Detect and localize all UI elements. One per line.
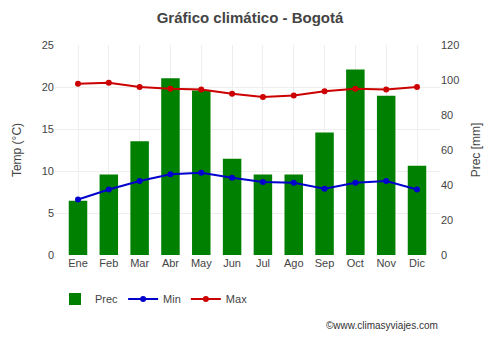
svg-text:Oct: Oct: [347, 257, 364, 269]
svg-text:Ago: Ago: [284, 257, 304, 269]
svg-text:Sep: Sep: [315, 257, 335, 269]
svg-text:Ene: Ene: [68, 257, 88, 269]
svg-text:Jul: Jul: [256, 257, 270, 269]
svg-text:20: 20: [42, 81, 54, 93]
svg-text:May: May: [191, 257, 212, 269]
svg-text:Dic: Dic: [409, 257, 425, 269]
svg-text:15: 15: [42, 123, 54, 135]
svg-text:100: 100: [441, 74, 459, 86]
svg-text:10: 10: [42, 165, 54, 177]
svg-text:25: 25: [42, 39, 54, 51]
svg-text:40: 40: [441, 179, 453, 191]
svg-text:0: 0: [48, 249, 54, 261]
svg-text:20: 20: [441, 214, 453, 226]
svg-text:Prec [mm]: Prec [mm]: [469, 123, 483, 178]
svg-text:Feb: Feb: [99, 257, 118, 269]
svg-text:Max: Max: [226, 293, 247, 305]
svg-text:Prec: Prec: [95, 293, 118, 305]
svg-text:0: 0: [441, 249, 447, 261]
svg-text:80: 80: [441, 109, 453, 121]
svg-text:5: 5: [48, 207, 54, 219]
svg-text:Temp (°C): Temp (°C): [10, 123, 24, 177]
svg-text:Abr: Abr: [162, 257, 179, 269]
svg-text:Min: Min: [163, 293, 181, 305]
svg-text:Jun: Jun: [223, 257, 241, 269]
svg-text:©www.climasyviajes.com: ©www.climasyviajes.com: [326, 320, 438, 331]
svg-text:Mar: Mar: [130, 257, 149, 269]
svg-text:120: 120: [441, 39, 459, 51]
svg-text:60: 60: [441, 144, 453, 156]
svg-text:Gráfico climático - Bogotá: Gráfico climático - Bogotá: [157, 9, 344, 26]
svg-text:Nov: Nov: [376, 257, 396, 269]
